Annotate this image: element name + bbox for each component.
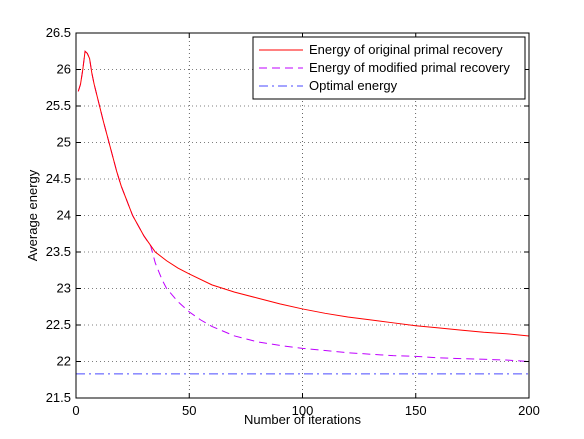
x-tick-label: 150 xyxy=(405,403,427,418)
legend-label-2: Optimal energy xyxy=(309,78,398,93)
y-tick-label: 25.5 xyxy=(46,98,71,113)
y-tick-label: 26 xyxy=(57,62,71,77)
x-tick-label: 100 xyxy=(292,403,314,418)
y-tick-label: 22.5 xyxy=(46,317,71,332)
legend: Energy of original primal recovery Energy… xyxy=(252,36,526,100)
x-tick-label: 0 xyxy=(72,403,79,418)
y-tick-label: 23 xyxy=(57,281,71,296)
x-tick-label: 200 xyxy=(518,403,540,418)
y-tick-label: 22 xyxy=(57,354,71,369)
y-tick-label: 24.5 xyxy=(46,171,71,186)
ticks: 0 50 100 150 200 21.5 22 22.5 23 23.5 24 24.5 25 25.5… xyxy=(46,25,540,418)
y-tick-label: 24 xyxy=(57,208,71,223)
series-layer xyxy=(76,50,530,375)
y-tick-label: 23.5 xyxy=(46,244,71,259)
y-tick-label: 26.5 xyxy=(46,25,71,40)
x-axis-label: Number of iterations xyxy=(244,412,362,427)
y-axis-label: Average energy xyxy=(25,169,40,261)
x-tick-label: 50 xyxy=(182,403,196,418)
legend-label-1: Energy of modified primal recovery xyxy=(309,60,510,75)
y-tick-label: 25 xyxy=(57,135,71,150)
series-line-0 xyxy=(77,50,530,337)
legend-label-0: Energy of original primal recovery xyxy=(309,42,503,57)
y-tick-label: 21.5 xyxy=(46,390,71,405)
series-line-1 xyxy=(77,50,530,362)
